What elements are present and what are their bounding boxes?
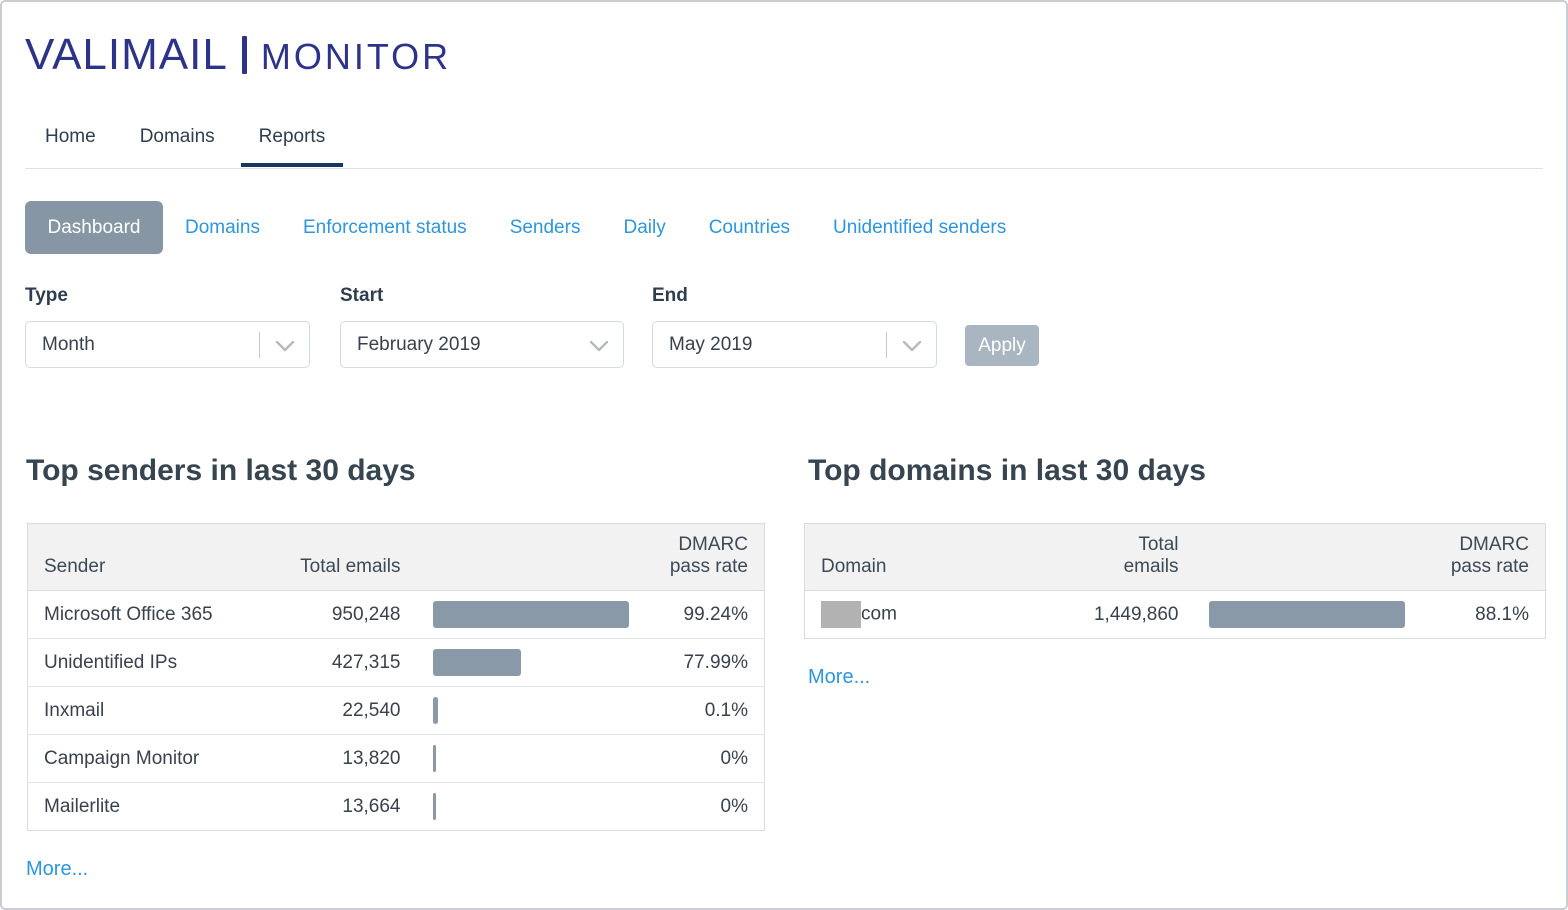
type-select[interactable]: Month	[25, 321, 310, 368]
table-header-row: Sender Total emails DMARC pass rate	[27, 523, 765, 591]
more-domains-link[interactable]: More...	[808, 666, 871, 688]
redacted-domain-block	[821, 601, 861, 628]
chevron-down-icon	[276, 341, 294, 352]
reports-subnav: Dashboard Domains Enforcement status Sen…	[25, 201, 1006, 254]
email-volume-bar-cell	[417, 591, 632, 639]
select-divider	[259, 332, 260, 358]
more-senders-link[interactable]: More...	[26, 858, 89, 880]
start-month-select-value: February 2019	[357, 333, 481, 355]
total-emails-column-header: Total emails	[277, 523, 417, 591]
email-volume-bar	[432, 697, 438, 724]
total-emails-column-header: Total emails	[1064, 523, 1195, 591]
dmarc-pass-rate-value: 0.1%	[631, 686, 765, 735]
table-row: Inxmail 22,540 0.1%	[27, 686, 765, 735]
sender-name: Inxmail	[27, 686, 278, 735]
table-row: Campaign Monitor 13,820 0%	[27, 734, 765, 783]
start-filter-group: Start February 2019	[340, 285, 624, 368]
subnav-tab-countries[interactable]: Countries	[708, 216, 791, 238]
apply-button[interactable]: Apply	[965, 325, 1039, 366]
domain-column-header: Domain	[804, 523, 1065, 591]
total-emails-value: 1,449,860	[1093, 603, 1179, 625]
email-volume-bar	[432, 649, 521, 676]
subnav-tab-senders[interactable]: Senders	[509, 216, 581, 238]
sender-name: Mailerlite	[27, 782, 278, 831]
email-volume-bar	[432, 745, 436, 772]
email-volume-bar-cell	[416, 686, 632, 735]
bar-column-header	[1194, 523, 1414, 591]
primary-nav: Home Domains Reports	[27, 126, 344, 167]
domain-name: com	[805, 591, 1065, 639]
nav-item-reports[interactable]: Reports	[240, 126, 344, 167]
top-domains-title: Top domains in last 30 days	[808, 454, 1206, 487]
nav-item-home[interactable]: Home	[45, 126, 96, 147]
total-emails-value: 22,540	[277, 686, 417, 735]
end-month-select-value: May 2019	[669, 333, 753, 355]
email-volume-bar-cell	[416, 734, 632, 783]
top-senders-table: Sender Total emails DMARC pass rate Micr…	[27, 523, 765, 831]
table-row: Mailerlite 13,664 0%	[27, 782, 765, 831]
total-emails-value: 950,248	[331, 603, 401, 625]
subnav-tab-unidentified-senders[interactable]: Unidentified senders	[833, 216, 1007, 238]
dmarc-pass-rate-value: 77.99%	[631, 638, 765, 687]
email-volume-bar-cell	[416, 782, 632, 831]
logo-separator	[241, 36, 247, 74]
table-header-row: Domain Total emails DMARC pass rate	[804, 523, 1546, 591]
sender-column-header: Sender	[27, 523, 278, 591]
table-row: Microsoft Office 365 950,248 99.24%	[28, 591, 765, 639]
sender-name: Microsoft Office 365	[44, 603, 213, 625]
email-volume-bar	[432, 793, 436, 820]
total-emails-value: 13,664	[277, 782, 417, 831]
table-row: com 1,449,860 88.1%	[805, 591, 1546, 639]
type-select-value: Month	[42, 333, 95, 355]
product-name: MONITOR	[260, 36, 452, 77]
email-volume-bar-cell	[1195, 591, 1414, 639]
email-volume-bar	[432, 601, 629, 628]
dmarc-pass-rate-value: 88.1%	[1475, 603, 1529, 625]
top-senders-title: Top senders in last 30 days	[26, 454, 416, 487]
start-month-select[interactable]: February 2019	[340, 321, 624, 368]
select-divider	[886, 332, 887, 358]
nav-divider-rule	[25, 168, 1543, 169]
sender-name: Campaign Monitor	[27, 734, 278, 783]
total-emails-value: 427,315	[277, 638, 417, 687]
dmarc-pass-rate-column-header: DMARC pass rate	[1413, 523, 1546, 591]
chevron-down-icon	[903, 341, 921, 352]
dmarc-pass-rate-column-header: DMARC pass rate	[631, 523, 765, 591]
type-filter-label: Type	[25, 285, 68, 306]
subnav-tab-dashboard[interactable]: Dashboard	[25, 201, 163, 254]
subnav-tab-domains[interactable]: Domains	[185, 216, 260, 238]
email-volume-bar-cell	[416, 638, 632, 687]
dmarc-pass-rate-value: 99.24%	[683, 603, 748, 625]
end-filter-group: End May 2019	[652, 285, 937, 368]
end-month-select[interactable]: May 2019	[652, 321, 937, 368]
chevron-down-icon	[590, 341, 608, 352]
total-emails-value: 13,820	[277, 734, 417, 783]
start-filter-label: Start	[340, 285, 384, 306]
email-volume-bar	[1208, 601, 1405, 628]
type-filter-group: Type Month	[25, 285, 310, 368]
subnav-tab-enforcement-status[interactable]: Enforcement status	[302, 216, 467, 238]
dmarc-pass-rate-value: 0%	[631, 734, 765, 783]
sender-name: Unidentified IPs	[27, 638, 278, 687]
table-row: Unidentified IPs 427,315 77.99%	[27, 638, 765, 687]
dmarc-pass-rate-value: 0%	[631, 782, 765, 831]
subnav-tab-daily[interactable]: Daily	[623, 216, 666, 238]
top-domains-table: Domain Total emails DMARC pass rate com 1…	[804, 523, 1546, 639]
nav-item-domains[interactable]: Domains	[139, 126, 215, 147]
brand-name: VALIMAIL	[25, 30, 228, 79]
bar-column-header	[416, 523, 632, 591]
valimail-monitor-logo: VALIMAIL MONITOR	[25, 30, 451, 80]
end-filter-label: End	[652, 285, 688, 306]
